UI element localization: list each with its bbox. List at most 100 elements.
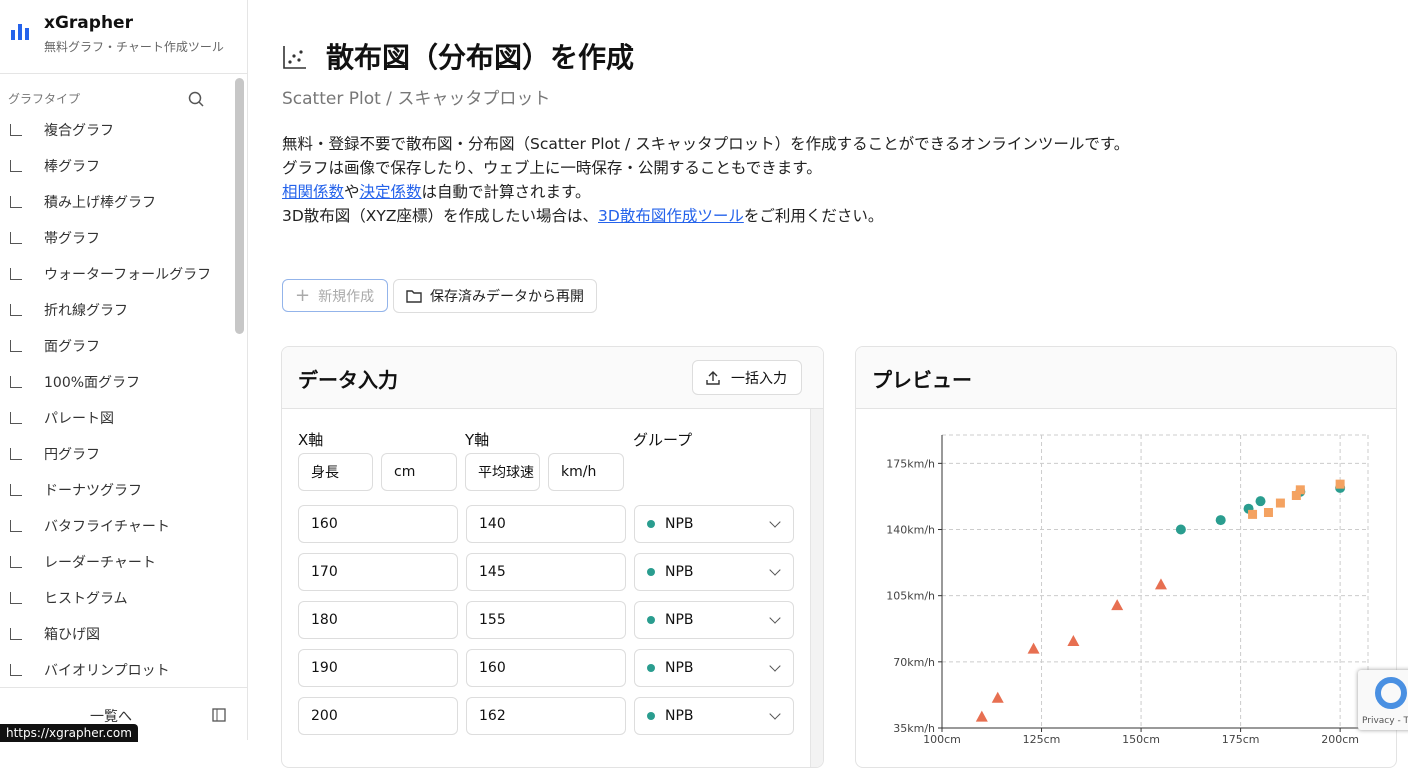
point bbox=[1067, 635, 1080, 647]
point bbox=[1263, 508, 1273, 518]
brand: xGrapher bbox=[44, 13, 133, 33]
y-tick-label: 35km/h bbox=[893, 722, 935, 735]
cell-input[interactable]: 190 bbox=[298, 649, 458, 687]
chevron bbox=[769, 708, 781, 720]
chart-type-link[interactable]: パレート図 bbox=[44, 411, 114, 427]
chevron bbox=[769, 516, 781, 528]
chart-type-link[interactable]: バイオリンプロット bbox=[44, 663, 170, 679]
chart-type-link[interactable]: ウォーターフォールグラフ bbox=[44, 267, 212, 283]
sidebar: xGrapher 無料グラフ・チャート作成ツール グラフタイプ 複合グラフ 棒グラ… bbox=[0, 0, 248, 740]
recaptcha-badge: Privacy - Te bbox=[1358, 670, 1408, 730]
group-select[interactable]: NPB bbox=[634, 697, 794, 735]
group-select[interactable]: NPB bbox=[634, 553, 794, 591]
list-link[interactable]: 一覧へ bbox=[90, 709, 132, 725]
group-name: NPB bbox=[665, 612, 694, 628]
group-dot bbox=[647, 520, 655, 528]
group-dot bbox=[647, 616, 655, 624]
chart-type-link[interactable]: 帯グラフ bbox=[44, 231, 100, 247]
cell-input[interactable]: 170 bbox=[298, 553, 458, 591]
chevron bbox=[769, 612, 781, 624]
x-unit-input[interactable]: cm bbox=[381, 453, 457, 491]
point bbox=[1027, 642, 1040, 654]
y-tick-label: 105km/h bbox=[886, 590, 935, 603]
scrollbar bbox=[235, 78, 244, 334]
point bbox=[1295, 485, 1305, 495]
text: や bbox=[344, 183, 360, 201]
item-icon bbox=[10, 304, 22, 316]
panel-title: プレビュー bbox=[872, 368, 972, 392]
item-icon bbox=[10, 196, 22, 208]
item-icon bbox=[10, 664, 22, 676]
link[interactable]: 3D散布図作成ツール bbox=[598, 207, 744, 225]
group-label: グループ bbox=[633, 431, 693, 449]
chart-type-link[interactable]: 棒グラフ bbox=[44, 159, 100, 175]
point bbox=[1291, 490, 1301, 500]
point bbox=[1335, 479, 1345, 489]
y-unit-input[interactable]: km/h bbox=[548, 453, 624, 491]
point bbox=[1275, 498, 1285, 508]
cell-input[interactable]: 160 bbox=[298, 505, 458, 543]
text: は自動で計算されます。 bbox=[421, 183, 591, 201]
new-button[interactable]: + 新規作成 bbox=[282, 279, 388, 312]
chart-type-link[interactable]: 積み上げ棒グラフ bbox=[44, 195, 156, 211]
button-label: 新規作成 bbox=[318, 288, 375, 305]
group-dot bbox=[647, 568, 655, 576]
group-select[interactable]: NPB bbox=[634, 649, 794, 687]
x-name-input[interactable]: 身長 bbox=[298, 453, 373, 491]
import-button[interactable]: 一括入力 bbox=[692, 360, 802, 395]
text: 3D散布図（XYZ座標）を作成したい場合は、 bbox=[282, 207, 599, 225]
divider bbox=[0, 73, 247, 74]
chart-type-link[interactable]: 折れ線グラフ bbox=[44, 303, 128, 319]
chart-type-link[interactable]: 100%面グラフ bbox=[44, 375, 141, 391]
point bbox=[1154, 578, 1167, 590]
cell-input[interactable]: 180 bbox=[298, 601, 458, 639]
item-icon bbox=[10, 592, 22, 604]
point bbox=[1248, 509, 1258, 519]
cell-input[interactable]: 155 bbox=[466, 601, 626, 639]
item-icon bbox=[10, 556, 22, 568]
status-url: https://xgrapher.com bbox=[0, 724, 138, 742]
group-name: NPB bbox=[665, 516, 694, 532]
upload-icon bbox=[706, 370, 720, 385]
cell-input[interactable]: 200 bbox=[298, 697, 458, 735]
chart-type-link[interactable]: 面グラフ bbox=[44, 339, 100, 355]
description-line: グラフは画像で保存したり、ウェブ上に一時保存・公開することもできます。 bbox=[282, 156, 1129, 180]
page-subtitle: Scatter Plot / スキャッタプロット bbox=[282, 89, 551, 109]
chart-type-link[interactable]: 複合グラフ bbox=[44, 123, 114, 139]
search-icon[interactable] bbox=[187, 90, 205, 108]
cell-input[interactable]: 162 bbox=[466, 697, 626, 735]
group-name: NPB bbox=[665, 660, 694, 676]
point bbox=[1111, 599, 1124, 611]
group-dot bbox=[647, 712, 655, 720]
group-select[interactable]: NPB bbox=[634, 601, 794, 639]
description-line: 3D散布図（XYZ座標）を作成したい場合は、3D散布図作成ツールをご利用ください… bbox=[282, 204, 1129, 228]
group-select[interactable]: NPB bbox=[634, 505, 794, 543]
chart-type-link[interactable]: 箱ひげ図 bbox=[44, 627, 100, 643]
scrollbar bbox=[810, 409, 823, 767]
y-tick-label: 140km/h bbox=[886, 524, 935, 537]
cell-input[interactable]: 160 bbox=[466, 649, 626, 687]
y-name-input[interactable]: 平均球速 bbox=[465, 453, 540, 491]
divider bbox=[0, 687, 247, 688]
link[interactable]: 相関係数 bbox=[282, 183, 345, 201]
chart-type-link[interactable]: ヒストグラム bbox=[44, 591, 128, 607]
item-icon bbox=[10, 160, 22, 172]
chart-type-link[interactable]: ドーナツグラフ bbox=[44, 483, 142, 499]
item-icon bbox=[10, 268, 22, 280]
cell-input[interactable]: 145 bbox=[466, 553, 626, 591]
logo-icon bbox=[11, 24, 29, 40]
section-label: グラフタイプ bbox=[8, 92, 81, 106]
cell-input[interactable]: 140 bbox=[466, 505, 626, 543]
chart-type-link[interactable]: 円グラフ bbox=[44, 447, 100, 463]
collapse-icon[interactable] bbox=[212, 708, 226, 722]
description: 無料・登録不要で散布図・分布図（Scatter Plot / スキャッタプロット… bbox=[282, 132, 1129, 228]
link[interactable]: 決定係数 bbox=[359, 183, 422, 201]
item-icon bbox=[10, 628, 22, 640]
chart-type-link[interactable]: レーダーチャート bbox=[44, 555, 156, 571]
chart-type-link[interactable]: バタフライチャート bbox=[44, 519, 170, 535]
item-icon bbox=[10, 376, 22, 388]
panel-header bbox=[856, 347, 1396, 409]
resume-button[interactable]: 保存済みデータから再開 bbox=[393, 279, 597, 313]
text: をご利用ください。 bbox=[743, 207, 884, 225]
